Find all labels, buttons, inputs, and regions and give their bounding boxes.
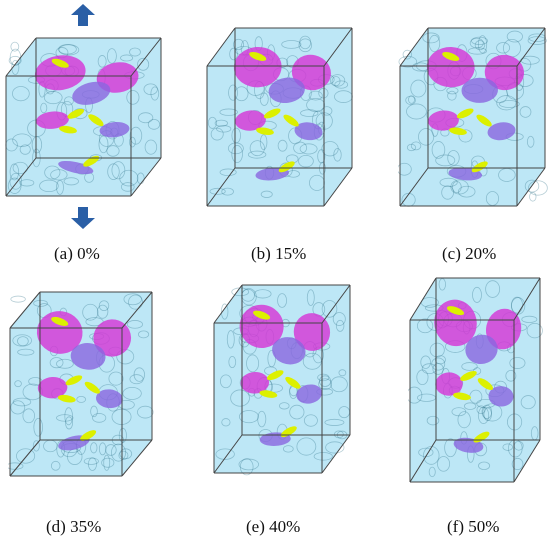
foam-box-panel xyxy=(4,36,164,204)
arrow-down-icon xyxy=(71,207,95,229)
caption-a: (a) 0% xyxy=(54,244,100,263)
foam-box-render xyxy=(5,37,162,197)
foam-box-panel xyxy=(205,26,355,214)
foam-box-panel xyxy=(398,26,548,214)
caption-d: (d) 35% xyxy=(46,517,102,536)
foam-box-panel xyxy=(212,283,352,483)
foam-box-render xyxy=(408,277,543,483)
caption-b: (b) 15% xyxy=(251,244,307,263)
foam-box-panel xyxy=(8,290,156,482)
foam-box-render xyxy=(213,284,351,476)
foam-box-render xyxy=(8,291,154,477)
caption-c: (c) 20% xyxy=(442,244,497,263)
arrow-up-icon xyxy=(71,4,95,26)
caption-e: (e) 40% xyxy=(246,517,301,536)
foam-box-panel xyxy=(408,276,548,496)
foam-box-render xyxy=(398,27,548,207)
caption-f: (f) 50% xyxy=(447,517,500,536)
foam-box-render xyxy=(206,27,353,207)
